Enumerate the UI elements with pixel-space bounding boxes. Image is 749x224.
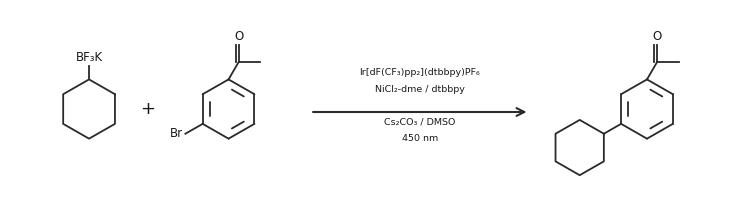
Text: +: + [140,100,155,118]
Text: NiCl₂-dme / dtbbpy: NiCl₂-dme / dtbbpy [375,85,465,94]
Text: Cs₂CO₃ / DMSO: Cs₂CO₃ / DMSO [384,118,455,127]
Text: Ir[dF(CF₃)pp₂](dtbbpy)PF₆: Ir[dF(CF₃)pp₂](dtbbpy)PF₆ [360,69,480,78]
Text: Br: Br [170,127,184,140]
Text: BF₃K: BF₃K [76,51,103,64]
Text: 450 nm: 450 nm [401,134,438,143]
Text: O: O [234,30,243,43]
Text: O: O [652,30,661,43]
